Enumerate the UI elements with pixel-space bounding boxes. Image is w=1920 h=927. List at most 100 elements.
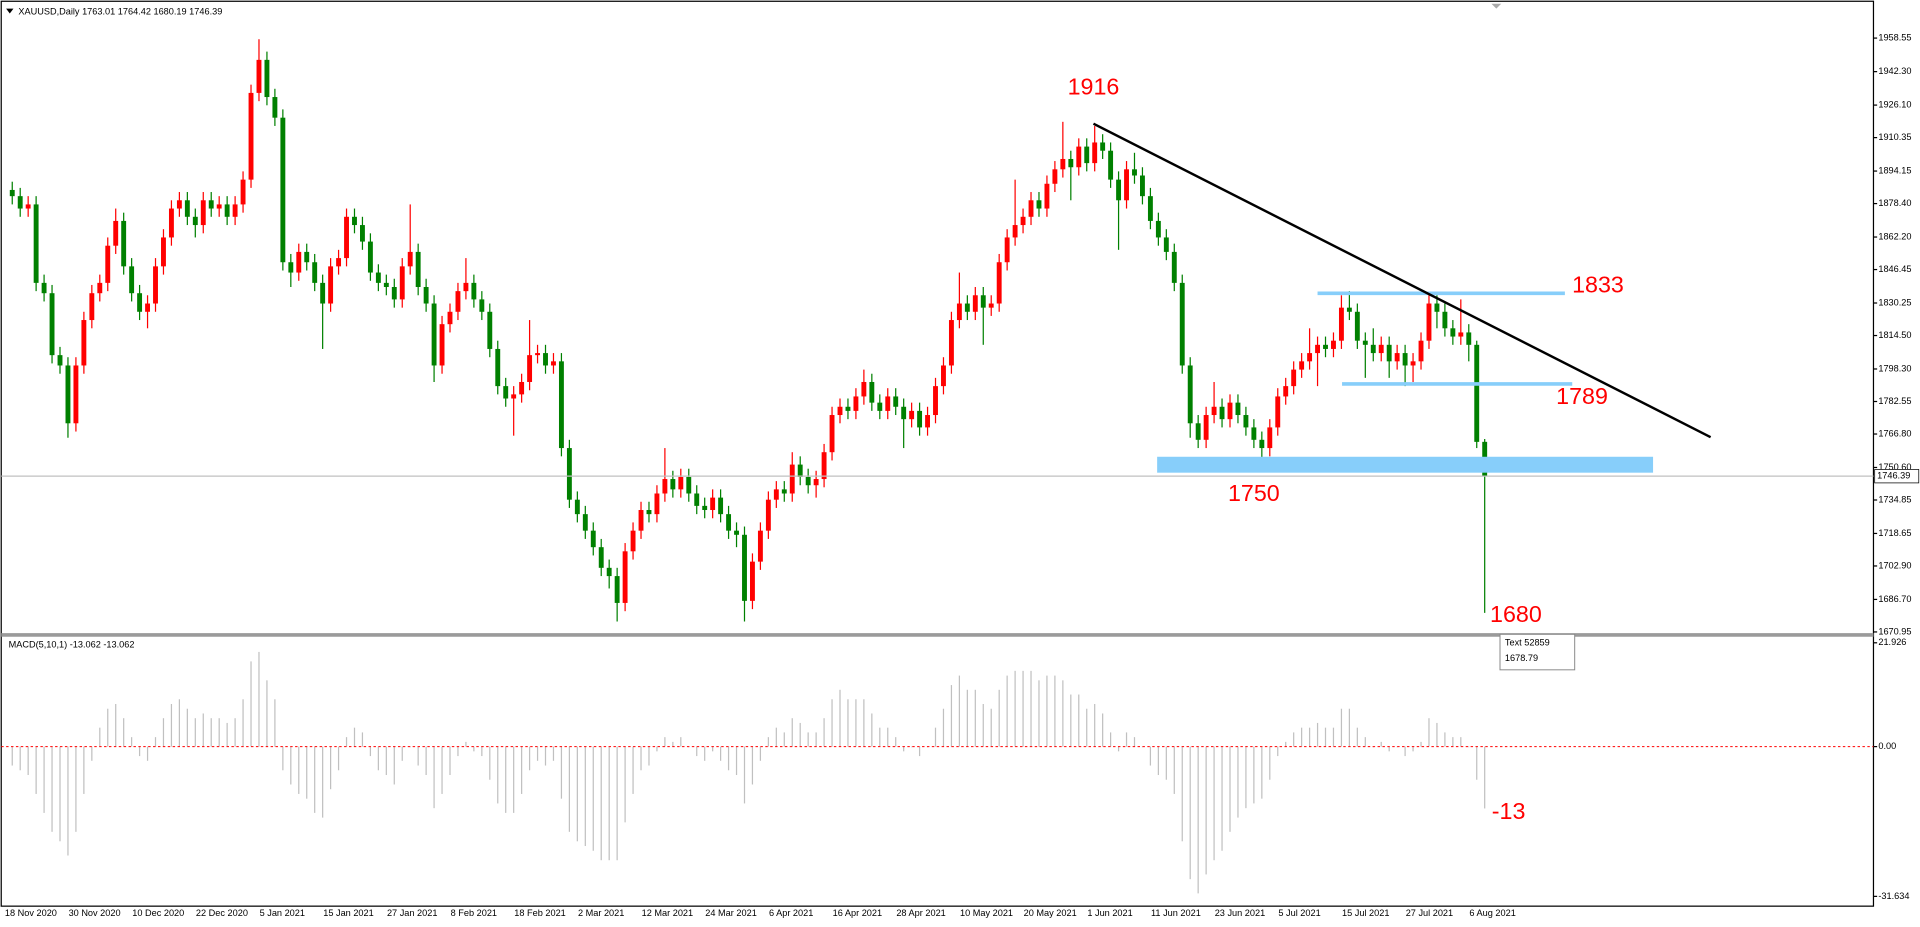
x-tick-label: 11 Jun 2021 xyxy=(1151,908,1201,918)
candle-body xyxy=(821,452,827,480)
macd-bar xyxy=(584,746,586,847)
macd-bar xyxy=(1086,708,1088,747)
macd-bar xyxy=(1110,732,1112,747)
macd-bar xyxy=(266,680,268,747)
macd-bar xyxy=(1014,670,1016,747)
candle-body xyxy=(129,266,135,294)
macd-bar xyxy=(513,746,515,813)
candle-body xyxy=(367,241,373,273)
y-tick-label: 1734.85 xyxy=(1878,494,1911,504)
candle-body xyxy=(240,179,246,205)
candle-body xyxy=(1036,200,1042,209)
candle-body xyxy=(781,489,787,494)
macd-bar xyxy=(1380,741,1382,747)
candle-body xyxy=(678,476,684,490)
candle-body xyxy=(1283,386,1289,397)
candle-body xyxy=(1386,344,1392,362)
candle-body xyxy=(1243,415,1249,428)
candle-body xyxy=(1227,402,1233,420)
x-tick-label: 15 Jan 2021 xyxy=(323,908,374,918)
macd-bar xyxy=(1444,732,1446,747)
macd-bar xyxy=(186,708,188,747)
macd-bar xyxy=(998,689,1000,747)
candle-body xyxy=(1084,146,1090,164)
macd-bar xyxy=(274,699,276,747)
macd-bar xyxy=(911,746,913,748)
macd-bar xyxy=(154,737,157,747)
macd-bar xyxy=(759,746,762,761)
macd-bar xyxy=(1030,670,1032,747)
macd-bar xyxy=(1460,737,1462,747)
macd-bar xyxy=(337,746,340,771)
macd-annotation: -13 xyxy=(1492,798,1526,824)
macd-bar xyxy=(720,746,722,761)
macd-bar xyxy=(1332,727,1335,747)
x-tick-label: 20 May 2021 xyxy=(1024,908,1077,918)
macd-bar xyxy=(361,732,364,747)
candle-body xyxy=(750,561,755,601)
macd-bar xyxy=(1404,746,1406,757)
menu-arrow[interactable] xyxy=(6,8,14,14)
candle-body xyxy=(320,282,326,304)
candle-body xyxy=(280,117,286,263)
candle-body xyxy=(638,510,644,531)
y-tick-label: 1670.95 xyxy=(1878,626,1911,636)
candle-body xyxy=(431,303,437,366)
candle-body xyxy=(845,406,851,411)
macd-bar xyxy=(751,746,754,785)
candle-body xyxy=(861,381,867,397)
macd-bar xyxy=(170,703,173,747)
macd-bar xyxy=(115,703,117,747)
candle-body xyxy=(57,355,63,366)
macd-bar xyxy=(536,746,539,761)
macd-bar xyxy=(1102,713,1104,747)
macd-bar xyxy=(178,699,180,747)
macd-bar xyxy=(1452,737,1454,747)
macd-bar xyxy=(624,746,626,823)
macd-bar xyxy=(401,746,403,761)
tooltip-box xyxy=(1499,633,1576,671)
candle-body xyxy=(964,303,970,312)
macd-bar xyxy=(1181,746,1183,842)
candle-body xyxy=(925,415,930,428)
macd-bar xyxy=(552,746,555,761)
y-tick-label: 1958.55 xyxy=(1878,33,1911,43)
macd-bar xyxy=(1157,746,1159,776)
macd-bar xyxy=(146,746,149,761)
candle-body xyxy=(105,245,111,283)
candle-body xyxy=(272,97,278,118)
macd-bar xyxy=(696,746,698,757)
candle-body xyxy=(153,266,158,304)
macd-bar xyxy=(767,737,769,747)
macd-bar xyxy=(950,685,953,747)
candle-body xyxy=(734,530,739,535)
candle-body xyxy=(145,303,150,312)
macd-bar xyxy=(831,699,833,747)
macd-bar xyxy=(425,746,427,776)
macd-bar xyxy=(1173,746,1175,794)
macd-bar xyxy=(1125,732,1128,747)
candle-body xyxy=(670,479,676,490)
candle-body xyxy=(1299,361,1305,370)
macd-bar xyxy=(234,718,236,747)
candle-body xyxy=(1346,307,1352,312)
candle-body xyxy=(765,499,771,531)
macd-bar xyxy=(712,746,714,752)
candle-body xyxy=(360,225,365,242)
candle-body xyxy=(686,476,692,494)
candle-body xyxy=(718,497,724,515)
marks: 1958.55 1942.30 1926.10 1910.35 1894.15 1878.… xyxy=(1,33,1912,918)
macd-bar xyxy=(799,722,801,747)
candle-body xyxy=(41,282,47,294)
candle-body xyxy=(710,497,716,511)
candle-body xyxy=(1195,423,1201,440)
macd-bar xyxy=(879,727,881,747)
candle-body xyxy=(646,510,652,515)
macd-bar xyxy=(656,746,658,752)
overlay: 1746.39 1916 1833 1789 1750 1680 Text 52859 167… xyxy=(1068,73,1920,824)
candle-body xyxy=(264,59,270,98)
candle-body xyxy=(1147,196,1153,221)
macd-bar xyxy=(600,746,602,861)
macd-bar xyxy=(934,727,937,747)
